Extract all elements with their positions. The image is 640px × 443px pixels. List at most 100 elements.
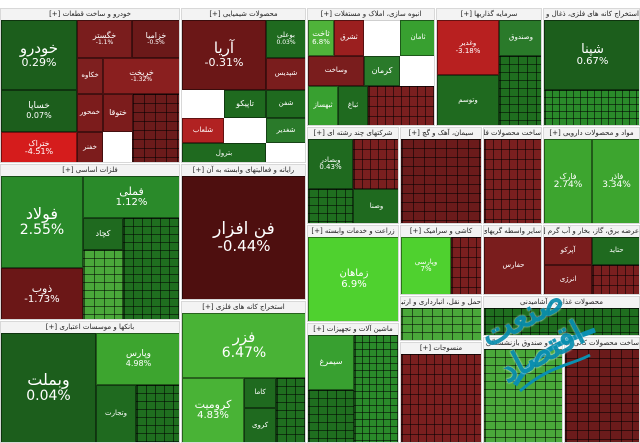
sector-header[interactable]: انبوه سازی، املاک و مستغلات [+] bbox=[308, 9, 434, 21]
stock-tile[interactable]: وصنا bbox=[353, 189, 398, 223]
stock-tile[interactable]: کروی bbox=[244, 408, 276, 442]
stock-tile[interactable]: شپنا 0.67% bbox=[544, 20, 639, 90]
stock-tile[interactable]: خمحور bbox=[77, 94, 103, 132]
stock-tile[interactable]: وبصادر 0.43% bbox=[308, 139, 353, 189]
stock-symbol: کروی bbox=[251, 420, 269, 429]
stock-tile[interactable]: حتاید bbox=[592, 237, 639, 265]
small-stocks-mosaic[interactable] bbox=[401, 354, 481, 442]
stock-tile[interactable]: ثباغ bbox=[338, 86, 368, 125]
stock-symbol: حتاید bbox=[609, 246, 624, 255]
stock-tile[interactable]: کاما bbox=[244, 378, 276, 408]
stock-tile[interactable]: وساخت bbox=[308, 56, 364, 86]
small-stocks-mosaic[interactable] bbox=[484, 308, 639, 335]
stock-tile[interactable]: تاپیکو bbox=[224, 90, 266, 118]
sector-body bbox=[401, 139, 481, 223]
stock-tile[interactable]: ذوب -1.73% bbox=[1, 268, 83, 319]
stock-symbol: وساخت bbox=[324, 66, 348, 75]
small-stocks-mosaic[interactable] bbox=[136, 385, 179, 442]
stock-tile[interactable]: شغدیر bbox=[266, 118, 305, 143]
stock-tile[interactable]: آپرکو bbox=[544, 237, 592, 265]
stock-symbol: فارک bbox=[559, 171, 577, 181]
stock-tile[interactable]: وپارسی 7% bbox=[401, 237, 451, 294]
stock-change-percent: 6.9% bbox=[341, 278, 367, 290]
stock-change-percent: 0.04% bbox=[26, 388, 71, 405]
small-stocks-mosaic[interactable] bbox=[401, 308, 481, 340]
stock-tile[interactable]: کچاد bbox=[83, 218, 123, 250]
stock-symbol: فن افزار bbox=[213, 219, 275, 240]
sector-elec: ساخت محصولات کانی غیرفلزی bbox=[564, 337, 640, 443]
small-stocks-mosaic[interactable] bbox=[276, 378, 305, 442]
stock-tile[interactable]: خساپا 0.07% bbox=[1, 90, 77, 132]
small-stocks-mosaic[interactable] bbox=[132, 94, 179, 162]
stock-symbol: فولاد bbox=[25, 204, 59, 224]
small-stocks-mosaic[interactable] bbox=[353, 139, 398, 189]
small-stocks-mosaic[interactable] bbox=[544, 90, 639, 125]
small-stocks-mosaic[interactable] bbox=[308, 390, 354, 442]
stock-tile[interactable]: ثشرق bbox=[334, 20, 364, 56]
small-stocks-mosaic[interactable] bbox=[451, 237, 481, 294]
stock-change-percent: 2.74% bbox=[553, 179, 583, 190]
stock-tile[interactable]: فن افزار -0.44% bbox=[182, 176, 305, 299]
sector-body: شپنا 0.67% bbox=[544, 20, 639, 125]
stock-tile[interactable]: خریخت -1.32% bbox=[103, 58, 179, 94]
sector-textile: منسوجات [+] bbox=[400, 342, 482, 443]
stock-tile[interactable]: خودرو 0.29% bbox=[1, 20, 77, 90]
stock-tile[interactable]: انرژی bbox=[544, 265, 592, 294]
stock-tile[interactable]: شفن bbox=[266, 90, 305, 118]
small-stocks-mosaic[interactable] bbox=[499, 56, 541, 125]
small-stocks-mosaic[interactable] bbox=[368, 86, 434, 125]
stock-symbol: فاذر bbox=[609, 171, 624, 181]
small-stocks-mosaic[interactable] bbox=[83, 250, 123, 319]
stock-tile[interactable]: وغدیر -3.18% bbox=[437, 20, 499, 75]
sector-mine: استخراج کانه های فلزی [+] فزر 6.47% کرومیت 4… bbox=[181, 301, 306, 443]
stock-tile[interactable]: آریا -0.31% bbox=[182, 20, 266, 90]
small-stocks-mosaic[interactable] bbox=[484, 139, 541, 223]
stock-tile[interactable]: خزامیا -0.5% bbox=[132, 20, 179, 58]
stock-tile[interactable]: ثبهساز bbox=[308, 86, 338, 125]
sector-body: حفارس bbox=[484, 237, 541, 294]
stock-tile[interactable]: فارک 2.74% bbox=[544, 139, 592, 223]
stock-tile[interactable]: ثامان bbox=[400, 20, 434, 56]
stock-tile[interactable]: وپارس 4.98% bbox=[96, 333, 179, 385]
stock-tile[interactable]: ثاخت 6.8% bbox=[308, 20, 334, 56]
stock-tile[interactable]: فاذر 3.34% bbox=[592, 139, 639, 223]
stock-tile[interactable]: کرومیت 4.83% bbox=[182, 378, 244, 442]
stock-tile[interactable]: بترول bbox=[182, 143, 266, 162]
stock-tile[interactable]: بوعلی 0.03% bbox=[266, 20, 305, 58]
stock-tile[interactable]: فولاد 2.55% bbox=[1, 176, 83, 268]
small-stocks-mosaic[interactable] bbox=[308, 189, 353, 223]
small-stocks-mosaic[interactable] bbox=[592, 265, 639, 294]
stock-tile[interactable]: خکاوه bbox=[77, 58, 103, 94]
sector-body: وبملت 0.04% وپارس 4.98% وتجارت bbox=[1, 333, 179, 442]
sector-body: فارک 2.74% فاذر 3.34% bbox=[544, 139, 639, 223]
stock-tile[interactable]: شلعاب bbox=[182, 118, 224, 143]
small-stocks-mosaic[interactable] bbox=[123, 218, 179, 319]
stock-tile[interactable]: وصندوق bbox=[499, 20, 541, 56]
small-stocks-mosaic[interactable] bbox=[354, 335, 398, 442]
stock-change-percent: 2.55% bbox=[19, 222, 65, 239]
stock-tile[interactable]: ختراک -4.51% bbox=[1, 132, 77, 162]
stock-tile[interactable]: خگستر -1.1% bbox=[77, 20, 132, 58]
stock-symbol: وبملت bbox=[27, 370, 70, 390]
stock-tile[interactable]: حفارس bbox=[484, 237, 541, 294]
stock-tile[interactable]: خفنر bbox=[77, 132, 103, 162]
stock-tile[interactable]: سیمرغ bbox=[308, 335, 354, 390]
small-stocks-mosaic[interactable] bbox=[484, 349, 562, 442]
sector-body bbox=[401, 354, 481, 442]
stock-change-percent: -4.51% bbox=[24, 147, 54, 156]
small-stocks-mosaic[interactable] bbox=[565, 349, 639, 442]
stock-change-percent: -1.1% bbox=[95, 39, 114, 47]
stock-tile[interactable]: فملی 1.12% bbox=[83, 176, 179, 218]
stock-tile[interactable]: شپدیس bbox=[266, 58, 305, 90]
stock-tile[interactable]: فزر 6.47% bbox=[182, 313, 305, 378]
stock-tile[interactable]: وتوسم bbox=[437, 75, 499, 125]
stock-symbol: خکاوه bbox=[81, 71, 99, 80]
stock-tile[interactable]: ختوقا bbox=[103, 94, 133, 132]
stock-symbol: شپنا bbox=[581, 41, 604, 57]
stock-tile[interactable]: وبملت 0.04% bbox=[1, 333, 96, 442]
stock-tile[interactable]: زماهان 6.9% bbox=[308, 237, 398, 321]
small-stocks-mosaic[interactable] bbox=[401, 139, 481, 223]
stock-tile[interactable]: کرمان bbox=[364, 56, 400, 86]
stock-tile[interactable]: وتجارت bbox=[96, 385, 136, 442]
